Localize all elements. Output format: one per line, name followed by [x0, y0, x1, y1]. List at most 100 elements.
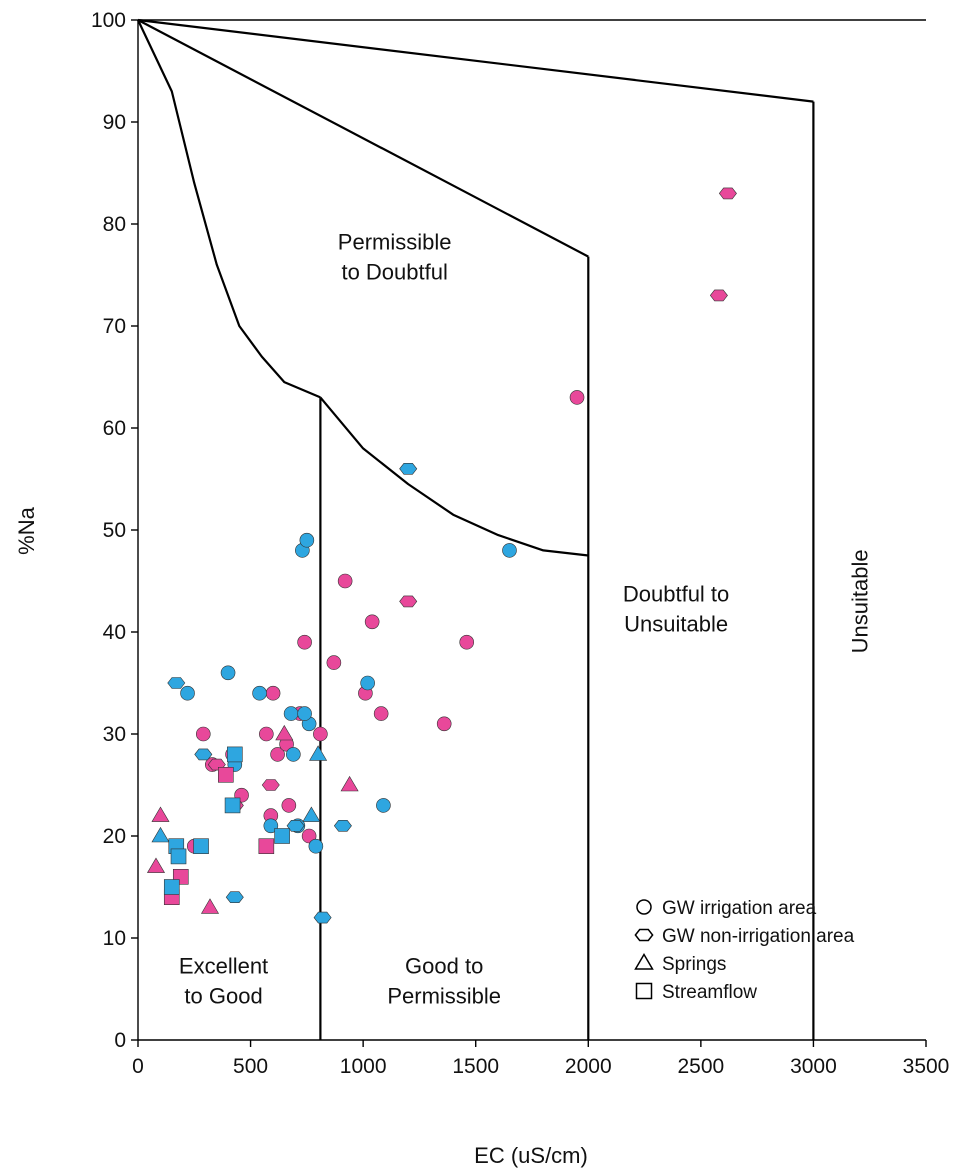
data-point-square [224, 797, 241, 814]
data-point-circle [299, 532, 315, 548]
data-point-hexagon [167, 677, 186, 689]
data-point-square [163, 879, 180, 895]
data-point-circle [297, 634, 312, 650]
y-tick-label: 0 [114, 1029, 126, 1052]
data-point-square [227, 746, 243, 763]
data-point-square [170, 848, 187, 865]
data-point-triangle [309, 745, 328, 761]
data-point-hexagon [313, 911, 332, 924]
boundary-line [137, 19, 321, 399]
data-point-circle [180, 685, 195, 701]
data-point-circle [265, 685, 281, 701]
data-point-circle [459, 634, 475, 650]
data-point-square [218, 766, 234, 783]
x-tick-label: 1500 [452, 1055, 499, 1078]
data-point-hexagon [709, 289, 728, 302]
data-point-circle [308, 838, 324, 854]
data-point-triangle [275, 724, 294, 741]
legend: GW irrigation area GW non-irrigation area… [634, 898, 855, 1003]
x-tick-label: 2000 [565, 1055, 612, 1078]
legend-marker-triangle [634, 953, 654, 970]
data-point-circle [373, 706, 389, 721]
data-point-circle [337, 573, 353, 589]
x-tick-label: 3000 [790, 1055, 837, 1078]
data-point-circle [436, 716, 452, 732]
legend-label: Springs [662, 954, 726, 975]
x-axis-title: EC (uS/cm) [474, 1143, 588, 1168]
y-axis-title: %Na [14, 506, 39, 554]
classification-boundaries [137, 18, 815, 1040]
data-point-circle [270, 747, 285, 762]
y-tick-label: 70 [103, 315, 126, 338]
region-label: Unsuitable [624, 611, 728, 636]
boundary-line [319, 396, 589, 557]
region-label: Unsuitable [848, 549, 873, 653]
data-point-hexagon [718, 187, 737, 200]
y-tick-label: 40 [103, 621, 126, 644]
data-point-hexagon [333, 819, 352, 832]
data-point-circle [297, 706, 312, 721]
data-point-circle [364, 614, 380, 630]
legend-label: GW non-irrigation area [662, 926, 855, 947]
data-point-triangle [200, 898, 220, 914]
data-point-triangle [340, 775, 359, 792]
y-tick-label: 60 [103, 417, 126, 440]
region-label: Doubtful to [623, 581, 729, 606]
data-point-hexagon [261, 779, 280, 791]
x-tick-label: 3500 [903, 1055, 950, 1078]
y-tick-label: 90 [103, 111, 126, 134]
data-point-circle [286, 747, 301, 762]
data-points [146, 187, 737, 924]
boundary-line [137, 18, 814, 103]
region-label: Good to [405, 954, 483, 979]
region-label: Permissible [338, 230, 452, 255]
data-point-circle [301, 828, 317, 844]
x-tick-label: 500 [233, 1055, 268, 1078]
y-tick-label: 20 [103, 825, 126, 848]
legend-label: GW irrigation area [662, 898, 817, 919]
y-tick-label: 30 [103, 723, 126, 746]
data-point-hexagon [399, 595, 418, 608]
x-tick-label: 2500 [677, 1055, 724, 1078]
data-point-circle [502, 543, 517, 558]
data-point-circle [569, 390, 585, 405]
data-point-hexagon [225, 891, 244, 904]
data-point-triangle [146, 857, 166, 873]
legend-label: Streamflow [662, 982, 757, 1003]
data-point-square [274, 828, 290, 844]
y-tick-label: 100 [91, 9, 126, 32]
region-label: to Good [184, 984, 262, 1009]
legend-marker-circle [636, 899, 652, 915]
data-point-square [193, 838, 209, 855]
data-point-circle [252, 685, 267, 701]
data-point-circle [313, 726, 328, 742]
data-point-circle [360, 675, 375, 691]
data-point-circle [281, 798, 297, 813]
data-point-circle [220, 665, 236, 681]
data-point-circle [283, 706, 299, 721]
y-tick-label: 10 [103, 927, 126, 950]
data-point-circle [195, 726, 211, 742]
y-tick-label: 80 [103, 213, 126, 236]
region-label: to Doubtful [341, 260, 447, 285]
data-point-circle [376, 798, 391, 813]
region-labels: Permissible to Doubtful Doubtful to Unsuita… [179, 230, 873, 1009]
data-point-triangle [302, 806, 321, 822]
legend-marker-hexagon [634, 928, 654, 942]
region-label: Excellent [179, 954, 268, 979]
boundary-line [137, 19, 589, 258]
data-point-circle [259, 726, 274, 742]
data-point-circle [326, 655, 342, 670]
data-point-square [258, 838, 275, 855]
data-point-hexagon [399, 462, 418, 475]
data-point-triangle [151, 826, 170, 843]
data-point-hexagon [286, 819, 305, 832]
data-point-triangle [151, 806, 170, 822]
data-point-hexagon [194, 748, 213, 761]
legend-marker-square [635, 982, 653, 1000]
x-tick-label: 0 [132, 1055, 144, 1078]
x-tick-label: 1000 [340, 1055, 387, 1078]
